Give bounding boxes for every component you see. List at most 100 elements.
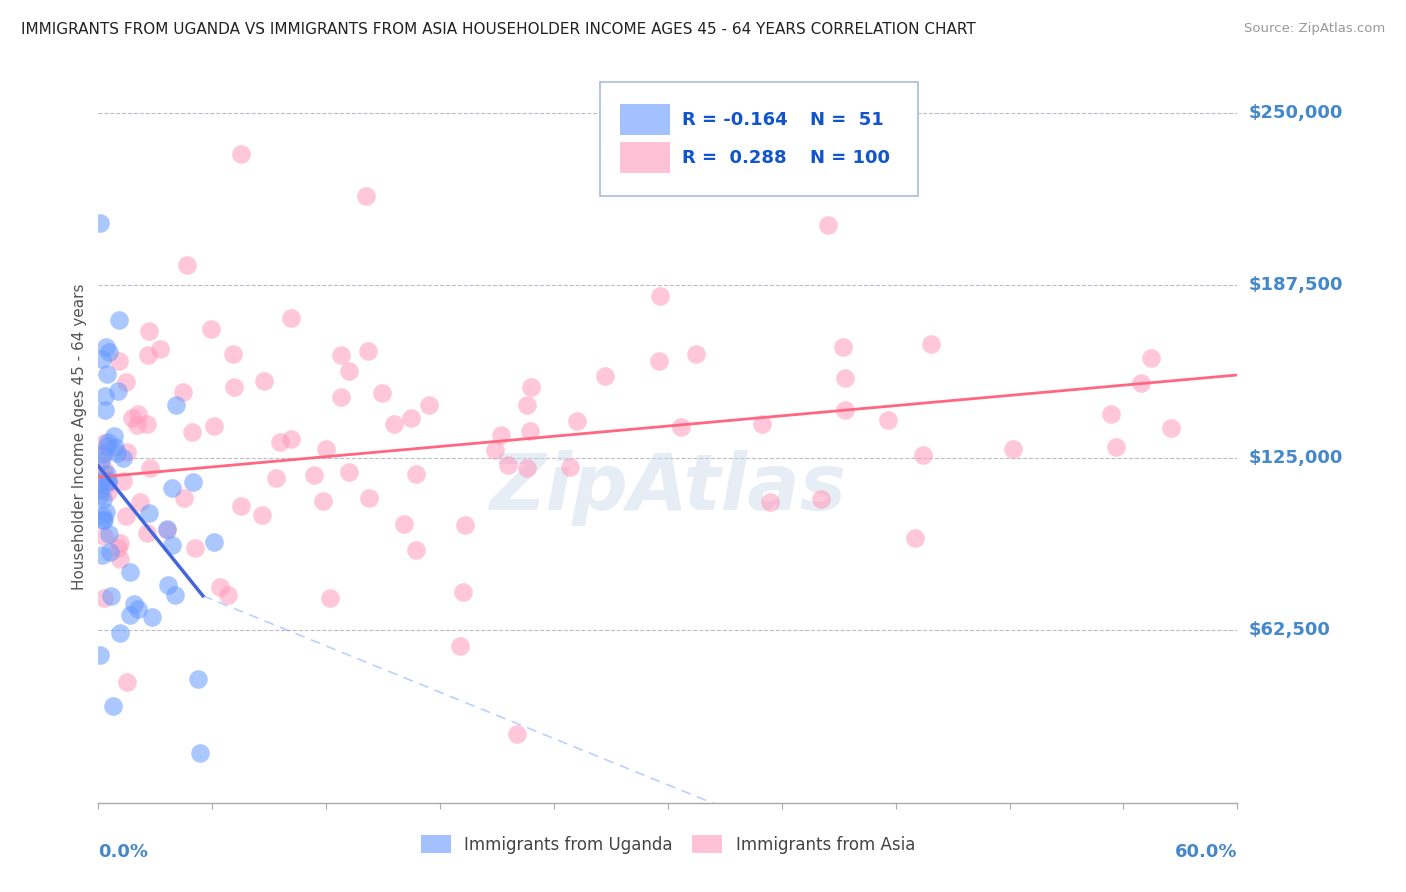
Point <box>176 258 198 272</box>
Point <box>93 528 115 542</box>
Point <box>208 580 231 594</box>
Point <box>110 536 132 550</box>
Point <box>155 523 177 537</box>
Point <box>162 538 184 552</box>
Point <box>920 337 942 351</box>
Point <box>93 462 115 476</box>
Point <box>337 364 360 378</box>
Point <box>93 591 115 605</box>
Point <box>449 639 471 653</box>
Point <box>89 488 111 502</box>
Point <box>93 513 115 527</box>
Point <box>97 484 120 499</box>
Point <box>93 446 115 460</box>
Point <box>496 458 519 472</box>
Point <box>172 384 194 399</box>
Point <box>94 340 117 354</box>
Point <box>96 368 118 382</box>
FancyBboxPatch shape <box>599 82 918 195</box>
Point <box>269 434 291 449</box>
Point <box>315 442 337 457</box>
Point <box>1104 440 1126 454</box>
Point <box>96 505 118 519</box>
Y-axis label: Householder Income Ages 45 - 64 years: Householder Income Ages 45 - 64 years <box>72 284 87 591</box>
Point <box>751 417 773 432</box>
Text: $62,500: $62,500 <box>1249 622 1330 640</box>
Point <box>91 508 114 523</box>
Text: Source: ZipAtlas.com: Source: ZipAtlas.com <box>1244 22 1385 36</box>
Point <box>311 494 333 508</box>
Point <box>1002 442 1025 456</box>
Point <box>148 342 170 356</box>
Point <box>89 648 111 662</box>
Point <box>595 369 617 384</box>
Text: N =  51: N = 51 <box>810 111 884 128</box>
Point <box>648 354 671 368</box>
Point <box>111 450 134 465</box>
Point <box>229 147 252 161</box>
Point <box>359 491 381 505</box>
Point <box>94 389 117 403</box>
Point <box>105 446 128 460</box>
Point <box>565 414 588 428</box>
Text: IMMIGRANTS FROM UGANDA VS IMMIGRANTS FROM ASIA HOUSEHOLDER INCOME AGES 45 - 64 Y: IMMIGRANTS FROM UGANDA VS IMMIGRANTS FRO… <box>21 22 976 37</box>
Point <box>97 474 120 488</box>
Point <box>103 429 125 443</box>
Point <box>156 578 179 592</box>
FancyBboxPatch shape <box>620 104 671 135</box>
Point <box>100 589 122 603</box>
Point <box>136 526 159 541</box>
Point <box>98 527 121 541</box>
Point <box>108 552 131 566</box>
Point <box>111 474 134 488</box>
Point <box>337 465 360 479</box>
Point <box>183 541 205 555</box>
Point <box>120 608 142 623</box>
Point <box>1130 376 1153 391</box>
Point <box>135 417 157 431</box>
Point <box>834 403 856 417</box>
Point <box>96 439 118 453</box>
Point <box>107 384 129 399</box>
Point <box>250 508 273 522</box>
Point <box>165 588 187 602</box>
Point <box>222 346 245 360</box>
Point <box>405 467 427 481</box>
Point <box>904 531 927 545</box>
Text: R =  0.288: R = 0.288 <box>682 149 786 167</box>
Point <box>108 626 131 640</box>
Point <box>187 673 209 687</box>
Point <box>97 434 120 449</box>
Point <box>90 548 112 562</box>
Text: R = -0.164: R = -0.164 <box>682 111 787 128</box>
Text: $125,000: $125,000 <box>1249 449 1343 467</box>
Point <box>96 467 118 481</box>
Point <box>202 535 225 549</box>
Text: N = 100: N = 100 <box>810 149 890 167</box>
Point <box>516 398 538 412</box>
Point <box>136 348 159 362</box>
Point <box>90 351 112 366</box>
Point <box>97 475 120 490</box>
Point <box>101 699 124 714</box>
Point <box>138 506 160 520</box>
Point <box>202 418 225 433</box>
Point <box>834 370 856 384</box>
Point <box>180 425 202 439</box>
Point <box>173 491 195 505</box>
Point <box>114 375 136 389</box>
Point <box>329 348 352 362</box>
FancyBboxPatch shape <box>620 143 671 173</box>
Point <box>160 481 183 495</box>
Point <box>516 461 538 475</box>
Text: $250,000: $250,000 <box>1249 103 1343 122</box>
Point <box>520 379 543 393</box>
Point <box>484 442 506 457</box>
Point <box>371 385 394 400</box>
Point <box>91 513 114 527</box>
Point <box>129 495 152 509</box>
Text: 0.0%: 0.0% <box>98 843 149 861</box>
Point <box>685 347 707 361</box>
Text: 60.0%: 60.0% <box>1175 843 1237 861</box>
Point <box>97 344 120 359</box>
